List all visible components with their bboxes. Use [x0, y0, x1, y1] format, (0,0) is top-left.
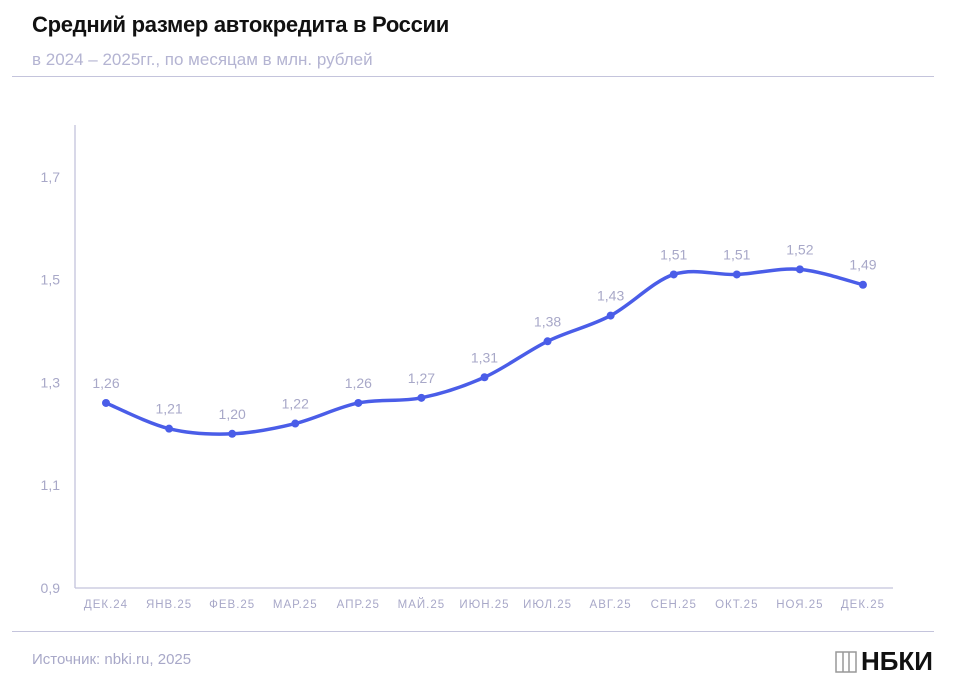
chart-title: Средний размер автокредита в России — [32, 12, 449, 37]
footer-divider — [12, 631, 934, 632]
y-tick-label: 1,3 — [41, 374, 61, 390]
y-tick-label: 0,9 — [41, 580, 61, 596]
data-point — [417, 393, 426, 402]
chart-subtitle: в 2024 – 2025гг., по месяцам в млн. рубл… — [32, 50, 373, 69]
data-label: 1,49 — [849, 257, 876, 273]
data-point — [480, 373, 489, 382]
x-tick-label: ИЮН.25 — [459, 599, 509, 611]
data-point — [795, 265, 804, 274]
x-tick-label: ИЮЛ.25 — [523, 599, 572, 611]
x-tick-label: ОКТ.25 — [715, 599, 758, 611]
data-point — [732, 270, 741, 279]
x-tick-label: ДЕК.24 — [84, 599, 128, 611]
y-tick-label: 1,1 — [41, 477, 61, 493]
data-point — [291, 419, 300, 428]
data-label: 1,26 — [345, 375, 372, 391]
data-label: 1,51 — [660, 246, 687, 262]
data-label: 1,26 — [92, 375, 119, 391]
x-tick-label: НОЯ.25 — [776, 599, 823, 611]
x-tick-label: СЕН.25 — [651, 599, 697, 611]
data-point — [102, 398, 110, 407]
data-point — [354, 398, 363, 407]
data-label: 1,21 — [155, 401, 182, 417]
nbki-logo: НБКИ — [835, 646, 933, 677]
building-icon — [835, 650, 857, 673]
header-divider — [12, 76, 934, 77]
data-label: 1,43 — [597, 288, 624, 304]
y-tick-label: 1,5 — [41, 272, 61, 288]
data-label: 1,52 — [786, 241, 813, 257]
logo-text: НБКИ — [860, 646, 933, 676]
x-tick-label: АВГ.25 — [590, 599, 632, 611]
data-label: 1,20 — [219, 406, 246, 422]
x-tick-label: АПР.25 — [337, 599, 380, 611]
data-point — [606, 311, 615, 320]
x-tick-label: ЯНВ.25 — [146, 599, 192, 611]
y-tick-label: 1,7 — [41, 169, 61, 185]
x-tick-label: ФЕВ.25 — [209, 599, 255, 611]
data-point — [165, 424, 174, 433]
x-tick-label: ДЕК.25 — [841, 599, 885, 611]
data-label: 1,31 — [471, 349, 498, 365]
data-point — [669, 270, 678, 279]
data-label: 1,51 — [723, 246, 750, 262]
data-label: 1,22 — [282, 396, 309, 412]
x-tick-label: МАЙ.25 — [398, 598, 446, 611]
data-label: 1,27 — [408, 370, 435, 386]
x-tick-label: МАР.25 — [273, 599, 318, 611]
data-point — [858, 280, 867, 289]
data-point — [543, 337, 552, 346]
source-note: Источник: nbki.ru, 2025 — [32, 651, 192, 668]
data-label: 1,38 — [534, 313, 561, 329]
data-point — [228, 429, 237, 438]
